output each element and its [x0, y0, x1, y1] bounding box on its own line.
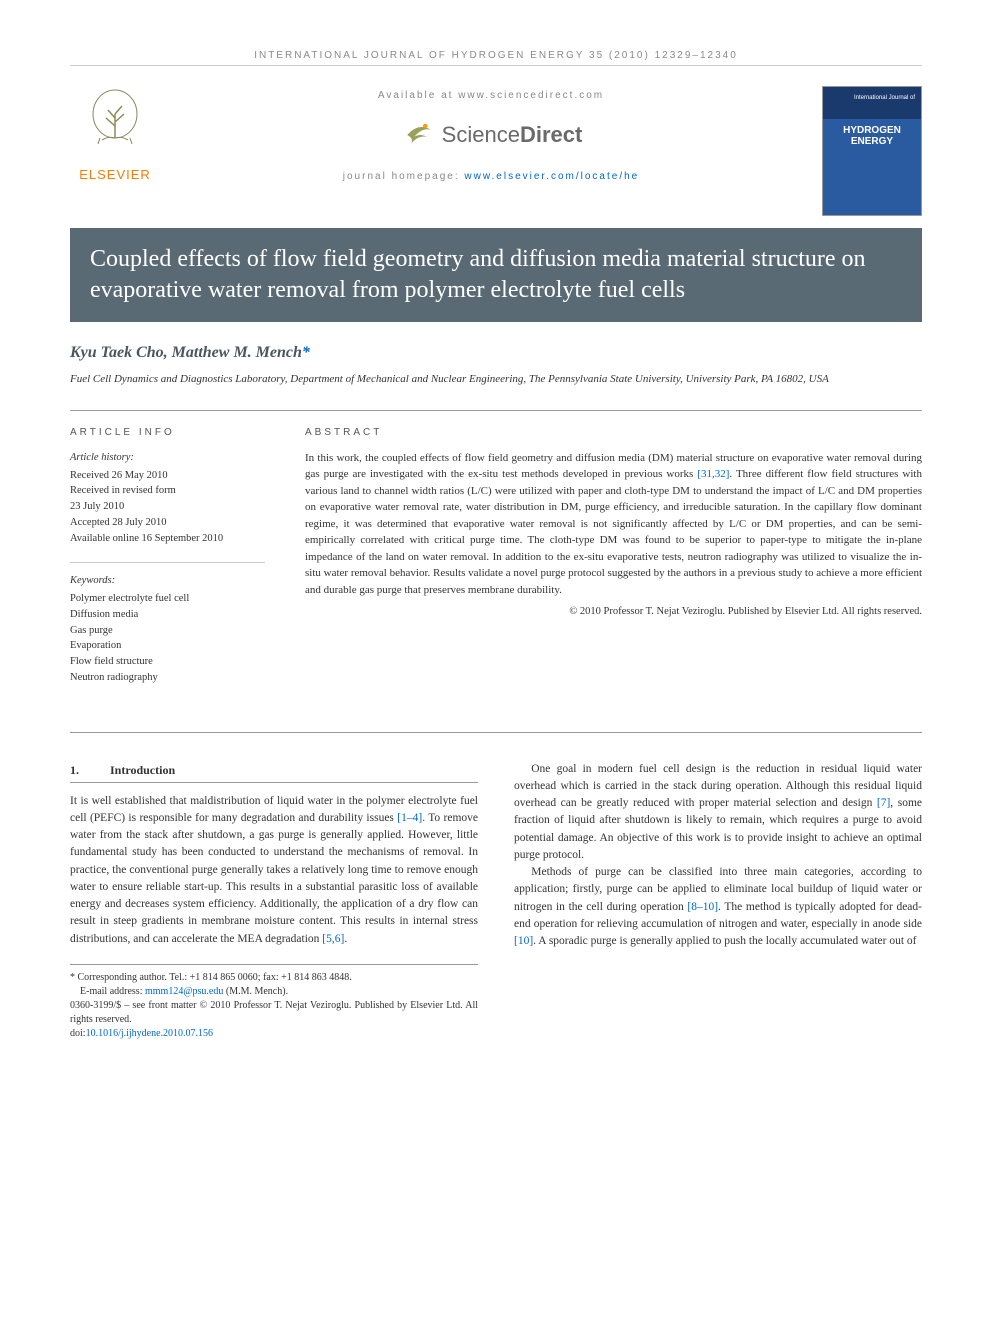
keyword: Diffusion media [70, 607, 265, 623]
abstract-text: In this work, the coupled effects of flo… [305, 450, 922, 599]
keyword: Polymer electrolyte fuel cell [70, 591, 265, 607]
history-line: Received 26 May 2010 [70, 468, 265, 484]
keyword: Gas purge [70, 623, 265, 639]
sciencedirect-icon [400, 117, 436, 153]
homepage-line: journal homepage: www.elsevier.com/locat… [180, 171, 802, 182]
cover-journal-title: HYDROGEN ENERGY [823, 125, 921, 147]
section-divider [70, 732, 922, 733]
history-line: 23 July 2010 [70, 499, 265, 515]
elsevier-logo[interactable]: ELSEVIER [70, 86, 160, 182]
affiliation: Fuel Cell Dynamics and Diagnostics Labor… [70, 372, 922, 387]
citation-link[interactable]: [31,32] [697, 468, 729, 480]
body-paragraph: Methods of purge can be classified into … [514, 864, 922, 950]
elsevier-wordmark: ELSEVIER [70, 167, 160, 182]
sciencedirect-logo[interactable]: ScienceDirect [400, 117, 583, 153]
article-info-block: ARTICLE INFO Article history: Received 2… [70, 410, 922, 702]
keyword: Neutron radiography [70, 670, 265, 686]
journal-cover-thumbnail[interactable]: International Journal of HYDROGEN ENERGY [822, 86, 922, 216]
cover-journal-subtitle: International Journal of [854, 95, 915, 101]
running-header: INTERNATIONAL JOURNAL OF HYDROGEN ENERGY… [70, 50, 922, 61]
footnotes: * Corresponding author. Tel.: +1 814 865… [70, 964, 478, 1041]
doi-link[interactable]: 10.1016/j.ijhydene.2010.07.156 [86, 1028, 214, 1039]
abstract-heading: ABSTRACT [305, 425, 922, 440]
corresponding-author-note: * Corresponding author. Tel.: +1 814 865… [70, 971, 478, 985]
citation-link[interactable]: [10] [514, 935, 533, 947]
title-bar: Coupled effects of flow field geometry a… [70, 228, 922, 322]
citation-link[interactable]: [5,6] [322, 933, 344, 945]
masthead: ELSEVIER Available at www.sciencedirect.… [70, 86, 922, 216]
header-rule [70, 65, 922, 66]
section-heading: 1.Introduction [70, 761, 478, 783]
elsevier-tree-icon [80, 86, 150, 156]
email-link[interactable]: mmm124@psu.edu [145, 986, 223, 997]
keyword: Flow field structure [70, 654, 265, 670]
keywords-label: Keywords: [70, 573, 265, 589]
citation-link[interactable]: [1–4] [397, 812, 422, 824]
body-columns: 1.Introduction It is well established th… [70, 761, 922, 1041]
issn-line: 0360-3199/$ – see front matter © 2010 Pr… [70, 999, 478, 1027]
keyword: Evaporation [70, 638, 265, 654]
availability-line: Available at www.sciencedirect.com [180, 90, 802, 101]
email-line: E-mail address: mmm124@psu.edu (M.M. Men… [70, 985, 478, 999]
article-info-heading: ARTICLE INFO [70, 425, 265, 440]
column-left: 1.Introduction It is well established th… [70, 761, 478, 1041]
body-paragraph: It is well established that maldistribut… [70, 793, 478, 948]
doi-line: doi:10.1016/j.ijhydene.2010.07.156 [70, 1027, 478, 1041]
history-line: Available online 16 September 2010 [70, 531, 265, 547]
history-line: Received in revised form [70, 483, 265, 499]
column-right: One goal in modern fuel cell design is t… [514, 761, 922, 1041]
authors: Kyu Taek Cho, Matthew M. Mench* [70, 344, 922, 362]
citation-link[interactable]: [7] [877, 797, 890, 809]
body-paragraph: One goal in modern fuel cell design is t… [514, 761, 922, 865]
sciencedirect-text: ScienceDirect [442, 122, 583, 148]
homepage-link[interactable]: www.elsevier.com/locate/he [464, 171, 639, 182]
corresponding-mark: * [302, 344, 310, 361]
article-title: Coupled effects of flow field geometry a… [90, 244, 902, 306]
abstract-copyright: © 2010 Professor T. Nejat Veziroglu. Pub… [305, 604, 922, 620]
citation-link[interactable]: [8–10] [687, 901, 718, 913]
history-line: Accepted 28 July 2010 [70, 515, 265, 531]
history-label: Article history: [70, 450, 265, 466]
